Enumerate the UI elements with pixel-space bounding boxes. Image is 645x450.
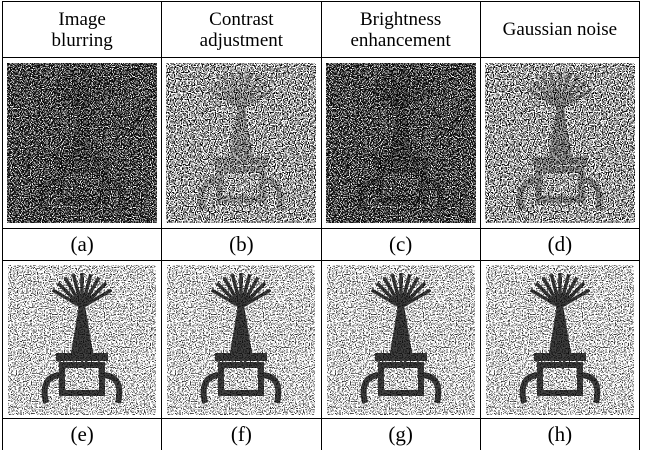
image-row	[3, 58, 640, 229]
header-cell: Gaussian noise	[480, 2, 639, 58]
label-cell: (d)	[480, 229, 639, 261]
label-cell: (b)	[162, 229, 321, 261]
label-cell: (f)	[162, 419, 321, 450]
figure-table: Image blurring Contrast adjustment Brigh…	[2, 1, 640, 450]
image-cell	[162, 58, 321, 229]
noise-image	[327, 265, 475, 415]
emblem-bar	[373, 157, 428, 166]
header-cell: Contrast adjustment	[162, 2, 321, 58]
header-cell: Brightness enhancement	[321, 2, 480, 58]
image-cell	[480, 261, 639, 419]
header-row: Image blurring Contrast adjustment Brigh…	[3, 2, 640, 58]
noise-image	[167, 265, 315, 415]
noise-image	[8, 265, 156, 415]
label-cell: (h)	[480, 419, 639, 450]
label-cell: (a)	[3, 229, 162, 261]
emblem-bar	[214, 157, 269, 166]
noise	[8, 265, 156, 415]
noise-image	[7, 63, 157, 223]
label-cell: (g)	[321, 419, 480, 450]
noise-image	[166, 63, 316, 223]
image-cell	[321, 58, 480, 229]
noise	[486, 265, 634, 415]
image-cell	[162, 261, 321, 419]
image-cell	[321, 261, 480, 419]
label-cell: (c)	[321, 229, 480, 261]
emblem-bar	[54, 157, 109, 166]
noise	[167, 265, 315, 415]
page-body: Image blurring Contrast adjustment Brigh…	[0, 0, 645, 450]
label-row: (e) (f) (g) (h)	[3, 419, 640, 450]
label-cell: (e)	[3, 419, 162, 450]
label-row: (a) (b) (c) (d)	[3, 229, 640, 261]
header-cell: Image blurring	[3, 2, 162, 58]
image-cell	[3, 58, 162, 229]
noise	[327, 265, 475, 415]
noise-image	[486, 265, 634, 415]
image-cell	[3, 261, 162, 419]
noise-image	[326, 63, 476, 223]
image-cell	[480, 58, 639, 229]
page: Figure {"header": ["Image\nblurring", "C…	[0, 0, 645, 450]
noise-image	[485, 63, 635, 223]
emblem-bar	[532, 157, 587, 166]
image-row	[3, 261, 640, 419]
